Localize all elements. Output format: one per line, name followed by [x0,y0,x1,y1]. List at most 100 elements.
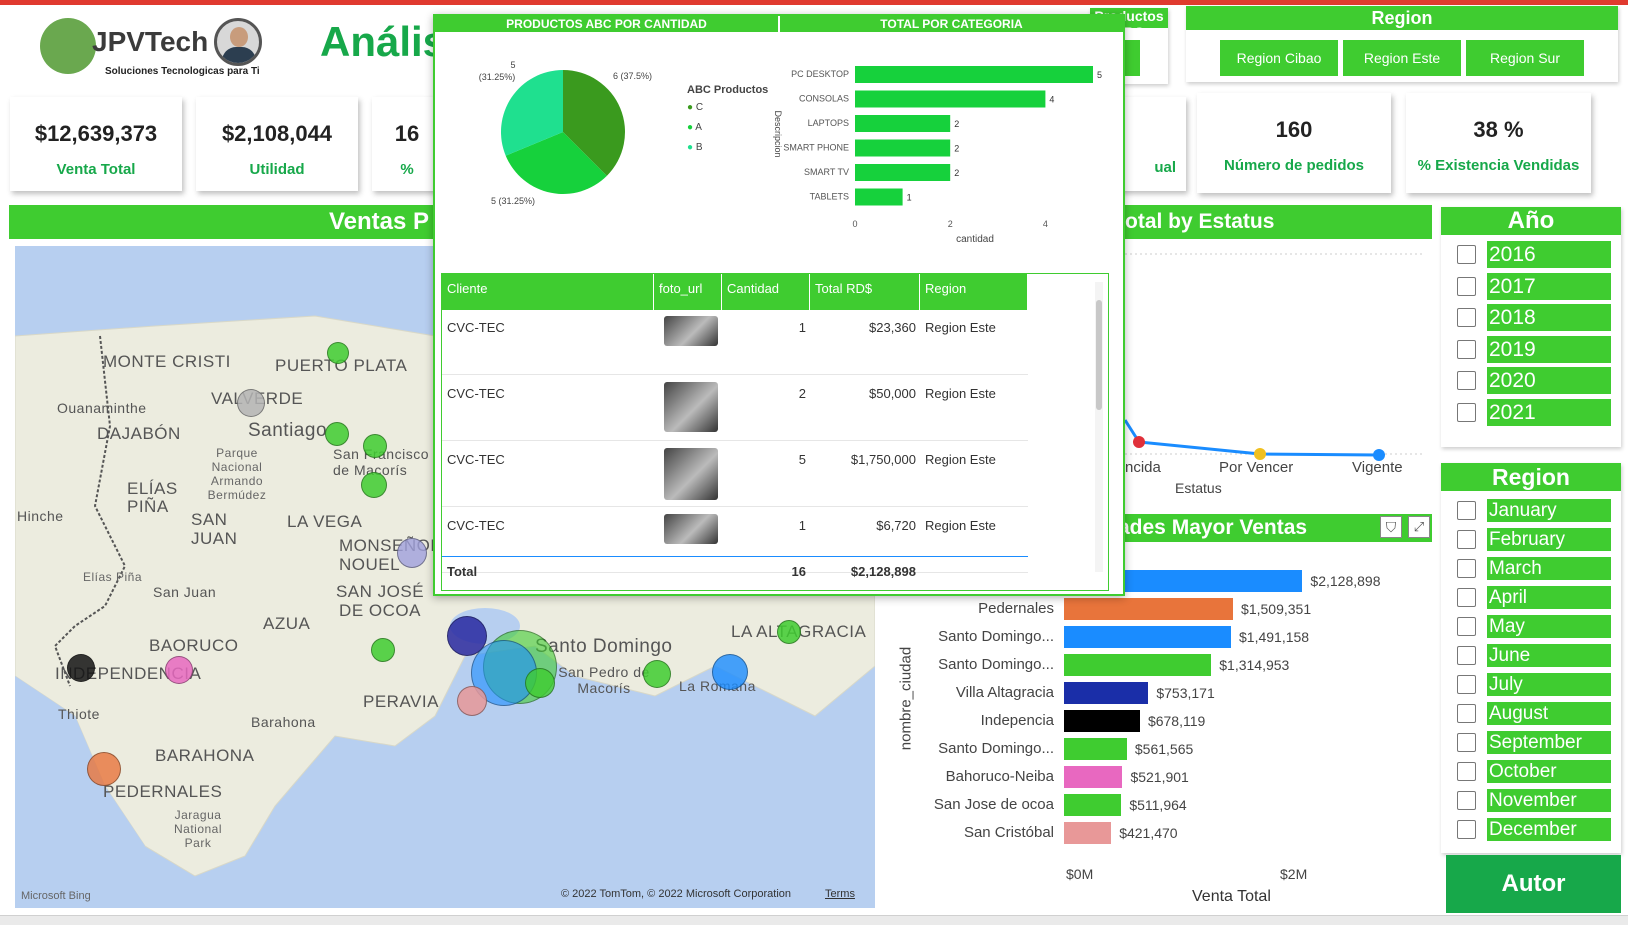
month-item[interactable]: April [1487,586,1611,609]
month-checkbox[interactable] [1457,617,1476,636]
category-tick-label: SMART TV [804,167,849,177]
filter-icon[interactable]: ⛉ [1380,516,1402,538]
map-bubble[interactable] [165,656,193,684]
year-checkbox[interactable] [1457,308,1476,327]
table-scrollbar[interactable] [1095,282,1103,572]
year-checkbox[interactable] [1457,371,1476,390]
year-item[interactable]: 2021 [1487,398,1611,426]
region-sur-button[interactable]: Region Sur [1466,40,1584,76]
year-item[interactable]: 2020 [1487,367,1611,394]
pie-legend-item-a: ● A [687,122,702,133]
region-cibao-button[interactable]: Region Cibao [1220,40,1338,76]
city-bar[interactable] [1064,598,1234,620]
map-bubble[interactable] [457,686,487,716]
city-bar[interactable] [1064,794,1122,816]
map-bubble[interactable] [777,620,801,644]
city-value-label: $421,470 [1119,825,1178,841]
city-bar[interactable] [1064,766,1123,788]
city-bar[interactable] [1064,626,1231,648]
city-bar[interactable] [1064,738,1127,760]
kpi-label: Número de pedidos [1223,157,1365,174]
month-item[interactable]: January [1487,499,1611,522]
row-divider [442,440,1028,441]
map-bubble[interactable] [643,660,671,688]
map-bubble[interactable] [67,654,95,682]
month-checkbox[interactable] [1457,530,1476,549]
year-item[interactable]: 2019 [1487,335,1611,363]
bing-logo: Microsoft Bing [21,890,91,902]
map-bubble[interactable] [87,752,121,786]
year-checkbox[interactable] [1457,402,1476,422]
year-item[interactable]: 2016 [1487,241,1611,268]
estatus-line-chart[interactable] [1125,240,1435,500]
month-checkbox[interactable] [1457,733,1476,752]
city-bar[interactable] [1064,710,1140,732]
city-bar[interactable] [1064,822,1112,844]
category-value-label: 1 [907,193,912,203]
category-bar-chart[interactable]: PC DESKTOP 5 CONSOLAS 4 LAPTOPS 2 SMART PHONE 2… [765,34,1123,254]
kpi-label: Venta Total [56,161,136,178]
year-checkbox[interactable] [1457,245,1476,264]
month-checkbox[interactable] [1457,791,1476,810]
month-checkbox[interactable] [1457,559,1476,578]
month-item[interactable]: May [1487,615,1611,638]
map-terms-link[interactable]: Terms [825,888,855,900]
month-checkbox[interactable] [1457,762,1476,781]
map-bubble[interactable] [327,342,349,364]
col-header-total[interactable]: Total RD$ [810,274,920,310]
pie-data-label: 6 (37.5%) [613,71,652,81]
month-item[interactable]: March [1487,557,1611,580]
category-tick-label: TABLETS [810,192,849,202]
col-header-cantidad[interactable]: Cantidad [722,274,810,310]
month-checkbox[interactable] [1457,501,1476,520]
month-checkbox[interactable] [1457,646,1476,665]
city-bar[interactable] [1064,682,1149,704]
month-item[interactable]: October [1487,760,1611,783]
map-bubble[interactable] [363,434,387,458]
year-item[interactable]: 2017 [1487,272,1611,300]
map-bubble[interactable] [325,422,349,446]
month-checkbox[interactable] [1457,820,1476,839]
kpi-label: Utilidad [249,161,305,178]
ciudades-bar-chart[interactable]: $2,128,898 Pedernales $1,509,351 Santo Domi… [880,560,1440,900]
map-bubble[interactable] [361,472,387,498]
month-checkbox[interactable] [1457,675,1476,694]
year-item[interactable]: 2018 [1487,304,1611,331]
month-item[interactable]: September [1487,731,1611,754]
map-bubble[interactable] [237,389,265,417]
month-item[interactable]: June [1487,644,1611,667]
bottom-bar [0,915,1628,925]
col-header-cliente[interactable]: Cliente [442,274,654,310]
city-bar[interactable] [1064,654,1212,676]
month-item[interactable]: July [1487,673,1611,696]
map-bubble[interactable] [397,538,427,568]
product-table: Cliente foto_url Cantidad Total RD$ Regi… [441,273,1109,591]
month-checkbox[interactable] [1457,704,1476,723]
year-checkbox[interactable] [1457,276,1476,296]
region-este-button[interactable]: Region Este [1343,40,1461,76]
month-item[interactable]: August [1487,702,1611,725]
col-header-foto[interactable]: foto_url [654,274,722,310]
product-photo [664,382,718,432]
col-header-region[interactable]: Region [920,274,1028,310]
map-bubble[interactable] [371,638,395,662]
map-label: BARAHONA [155,746,255,765]
row-divider [442,572,1028,573]
focus-mode-icon[interactable]: ⤢ [1408,516,1430,538]
year-checkbox[interactable] [1457,339,1476,359]
month-item[interactable]: December [1487,818,1611,841]
month-checkbox[interactable] [1457,588,1476,607]
autor-button[interactable]: Autor [1446,855,1621,913]
map-label: Santiago [248,420,328,441]
product-photo [664,514,718,544]
month-item[interactable]: November [1487,789,1611,812]
cell-region: Region Este [925,386,996,401]
city-label: Bahoruco-Neiba [945,768,1054,785]
month-item[interactable]: February [1487,528,1611,551]
map-bubble[interactable] [525,668,555,698]
logo-icon [40,18,96,74]
map-bubble[interactable] [712,654,748,690]
abc-pie-chart[interactable]: 6 (37.5%) 5 (31.25%) 5 (31.25%) [435,34,778,264]
kpi-value: 16 [394,121,420,146]
cell-cliente: CVC-TEC [447,386,505,401]
